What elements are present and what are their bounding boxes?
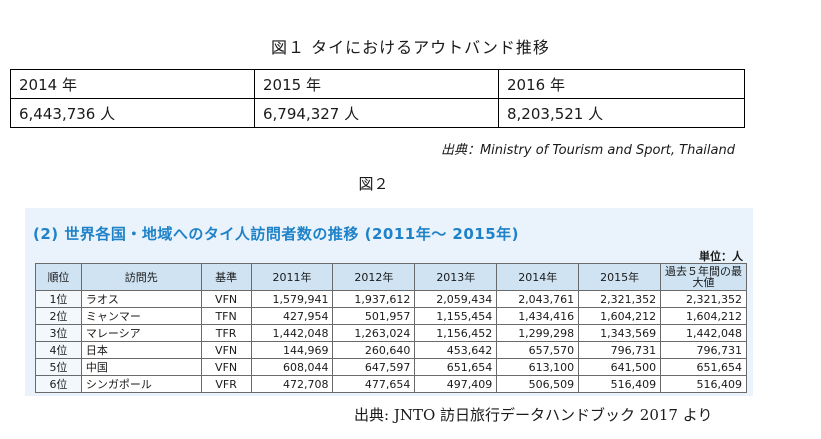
col-basis: 基準: [200, 263, 252, 291]
cell-y2012: 260,640: [332, 341, 416, 359]
cell-y2012: 647,597: [332, 358, 416, 376]
cell-rank: 2位: [35, 307, 82, 325]
cell-y2013: 1,156,452: [414, 324, 498, 342]
cell-basis: VFN: [200, 290, 252, 308]
cell-y2015: 1,604,212: [578, 307, 662, 325]
cell-rank: 4位: [35, 341, 82, 359]
figure2-source: 出典: JNTO 訪日旅行データハンドブック 2017 より: [354, 406, 713, 424]
figure1-value-2016: 8,203,521 人: [498, 98, 745, 128]
col-destination: 訪問先: [80, 263, 202, 291]
cell-y2011: 608,044: [250, 358, 334, 376]
col-2013: 2013年: [414, 263, 498, 291]
col-rank: 順位: [35, 263, 82, 291]
col-2015: 2015年: [578, 263, 662, 291]
cell-rank: 1位: [35, 290, 82, 308]
col-max: 過去５年間の最大値: [660, 263, 747, 291]
figure1-value-row: 6,443,736 人 6,794,327 人 8,203,521 人: [10, 98, 745, 128]
col-2014: 2014年: [496, 263, 580, 291]
table-row: 6位 シンガポール VFR 472,708 477,654 497,409 506,509 5…: [35, 375, 747, 393]
cell-destination: ミャンマー: [80, 307, 202, 325]
cell-y2013: 497,409: [414, 375, 498, 393]
cell-y2012: 501,957: [332, 307, 416, 325]
cell-rank: 5位: [35, 358, 82, 376]
cell-rank: 6位: [35, 375, 82, 393]
cell-destination: シンガポール: [80, 375, 202, 393]
cell-max: 2,321,352: [660, 290, 747, 308]
cell-y2011: 1,442,048: [250, 324, 334, 342]
figure2-unit: 単位：人: [699, 250, 743, 263]
cell-basis: VFN: [200, 358, 252, 376]
cell-max: 796,731: [660, 341, 747, 359]
col-2011: 2011年: [250, 263, 334, 291]
cell-y2014: 613,100: [496, 358, 580, 376]
cell-destination: マレーシア: [80, 324, 202, 342]
cell-y2011: 1,579,941: [250, 290, 334, 308]
cell-basis: VFR: [200, 375, 252, 393]
cell-y2015: 796,731: [578, 341, 662, 359]
cell-basis: TFR: [200, 324, 252, 342]
cell-destination: 日本: [80, 341, 202, 359]
cell-destination: 中国: [80, 358, 202, 376]
cell-max: 1,604,212: [660, 307, 747, 325]
figure1-header-row: 2014 年 2015 年 2016 年: [10, 69, 745, 99]
figure2-panel: (2) 世界各国・地域へのタイ人訪問者数の推移 (2011年～ 2015年) 単…: [25, 208, 753, 396]
cell-y2014: 657,570: [496, 341, 580, 359]
cell-y2012: 477,654: [332, 375, 416, 393]
figure1-header-2014: 2014 年: [10, 69, 255, 99]
table-row: 1位 ラオス VFN 1,579,941 1,937,612 2,059,434 2,043…: [35, 290, 747, 308]
cell-y2012: 1,937,612: [332, 290, 416, 308]
figure2-label: 図２: [358, 175, 389, 193]
figure1-header-2015: 2015 年: [254, 69, 499, 99]
cell-basis: TFN: [200, 307, 252, 325]
cell-max: 516,409: [660, 375, 747, 393]
table-row: 2位 ミャンマー TFN 427,954 501,957 1,155,454 1,434,4…: [35, 307, 747, 325]
figure1-source: 出典：Ministry of Tourism and Sport, Thaila…: [440, 143, 735, 158]
cell-y2011: 472,708: [250, 375, 334, 393]
table-row: 3位 マレーシア TFR 1,442,048 1,263,024 1,156,452 1,2…: [35, 324, 747, 342]
cell-y2014: 2,043,761: [496, 290, 580, 308]
cell-y2013: 1,155,454: [414, 307, 498, 325]
cell-max: 651,654: [660, 358, 747, 376]
figure1-title: 図１ タイにおけるアウトバンド推移: [271, 38, 550, 57]
table-row: 5位 中国 VFN 608,044 647,597 651,654 613,100 641,5…: [35, 358, 747, 376]
cell-y2011: 427,954: [250, 307, 334, 325]
figure2-title: (2) 世界各国・地域へのタイ人訪問者数の推移 (2011年～ 2015年): [33, 225, 520, 243]
figure1-value-2015: 6,794,327 人: [254, 98, 499, 128]
col-2012: 2012年: [332, 263, 416, 291]
figure2-table-body: 1位 ラオス VFN 1,579,941 1,937,612 2,059,434 2,043…: [35, 290, 747, 393]
cell-y2012: 1,263,024: [332, 324, 416, 342]
cell-y2014: 1,299,298: [496, 324, 580, 342]
cell-y2011: 144,969: [250, 341, 334, 359]
figure1-table: 2014 年 2015 年 2016 年 6,443,736 人 6,794,3…: [10, 69, 745, 128]
cell-basis: VFN: [200, 341, 252, 359]
cell-max: 1,442,048: [660, 324, 747, 342]
figure2-header-row: 順位 訪問先 基準 2011年 2012年 2013年 2014年 2015年 …: [35, 263, 747, 291]
figure1-header-2016: 2016 年: [498, 69, 745, 99]
cell-y2015: 641,500: [578, 358, 662, 376]
cell-y2015: 516,409: [578, 375, 662, 393]
cell-y2013: 2,059,434: [414, 290, 498, 308]
figure1-value-2014: 6,443,736 人: [10, 98, 255, 128]
cell-y2014: 506,509: [496, 375, 580, 393]
cell-y2013: 651,654: [414, 358, 498, 376]
figure2-table: 順位 訪問先 基準 2011年 2012年 2013年 2014年 2015年 …: [35, 263, 747, 393]
table-row: 4位 日本 VFN 144,969 260,640 453,642 657,570 796,7…: [35, 341, 747, 359]
cell-y2014: 1,434,416: [496, 307, 580, 325]
cell-destination: ラオス: [80, 290, 202, 308]
cell-y2015: 1,343,569: [578, 324, 662, 342]
cell-y2013: 453,642: [414, 341, 498, 359]
cell-rank: 3位: [35, 324, 82, 342]
cell-y2015: 2,321,352: [578, 290, 662, 308]
